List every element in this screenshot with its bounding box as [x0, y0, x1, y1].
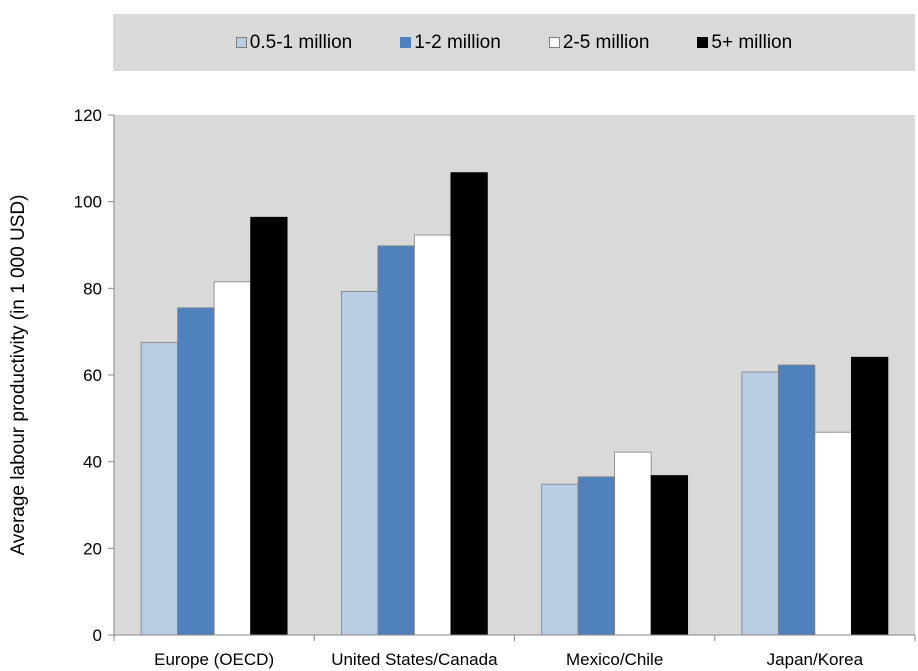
legend-label-0.5-1-million: 0.5-1 million — [249, 31, 353, 53]
bar-0-1 — [177, 307, 215, 636]
bar-1-0 — [340, 290, 379, 636]
bar-2-0 — [541, 483, 579, 636]
bar-2-1 — [577, 476, 616, 636]
bar-0-0 — [140, 342, 179, 636]
legend-label-2-5-million: 2-5 million — [562, 31, 650, 53]
bar-3-0 — [741, 371, 779, 636]
bar-2-2 — [614, 451, 652, 636]
y-tick-label-3: 60 — [83, 366, 102, 385]
legend-item-2-5-million: 2-5 million — [548, 31, 650, 54]
bar-1-1 — [377, 245, 415, 636]
legend-item-5plus-million: 5+ million — [697, 32, 792, 54]
legend-item-1-2-million: 1-2 million — [400, 32, 501, 54]
y-tick-label-5: 100 — [74, 193, 102, 212]
y-tick-label-2: 40 — [83, 453, 102, 472]
x-tick-label-2: Mexico/Chile — [566, 650, 663, 669]
bar-3-3 — [850, 356, 889, 636]
x-tick-label-0: Europe (OECD) — [154, 650, 274, 669]
y-tick-label-4: 80 — [83, 279, 102, 298]
y-tick-label-1: 20 — [83, 539, 102, 558]
bar-1-3 — [450, 172, 488, 636]
legend-label-5plus-million: 5+ million — [711, 31, 793, 53]
legend-swatch-5plus-million — [697, 37, 709, 48]
axes-group: Europe (OECD) United States/Canada Mexico/… — [74, 106, 916, 669]
bar-0-3 — [250, 216, 288, 636]
legend-label-1-2-million: 1-2 million — [414, 31, 501, 53]
x-tick-label-1: United States/Canada — [331, 650, 498, 669]
legend-swatch-1-2-million — [400, 37, 412, 48]
legend-item-0.5-1-million: 0.5-1 million — [235, 31, 353, 54]
bar-3-2 — [814, 431, 852, 636]
y-tick-label-0: 0 — [93, 626, 102, 645]
y-tick-label-6: 120 — [74, 106, 102, 125]
legend: 0.5-1 million 1-2 million 2-5 million 5+… — [113, 14, 915, 71]
legend-swatch-2-5-million — [548, 37, 560, 48]
bar-2-3 — [650, 475, 689, 636]
x-tick-label-3: Japan/Korea — [767, 650, 864, 669]
y-axis-label: Average labour productivity (in 1 000 US… — [8, 195, 29, 556]
bar-1-2 — [413, 234, 452, 636]
bar-3-1 — [777, 364, 816, 636]
bar-0-2 — [213, 281, 252, 636]
legend-swatch-0.5-1-million — [235, 37, 247, 48]
bars-group — [140, 172, 889, 636]
